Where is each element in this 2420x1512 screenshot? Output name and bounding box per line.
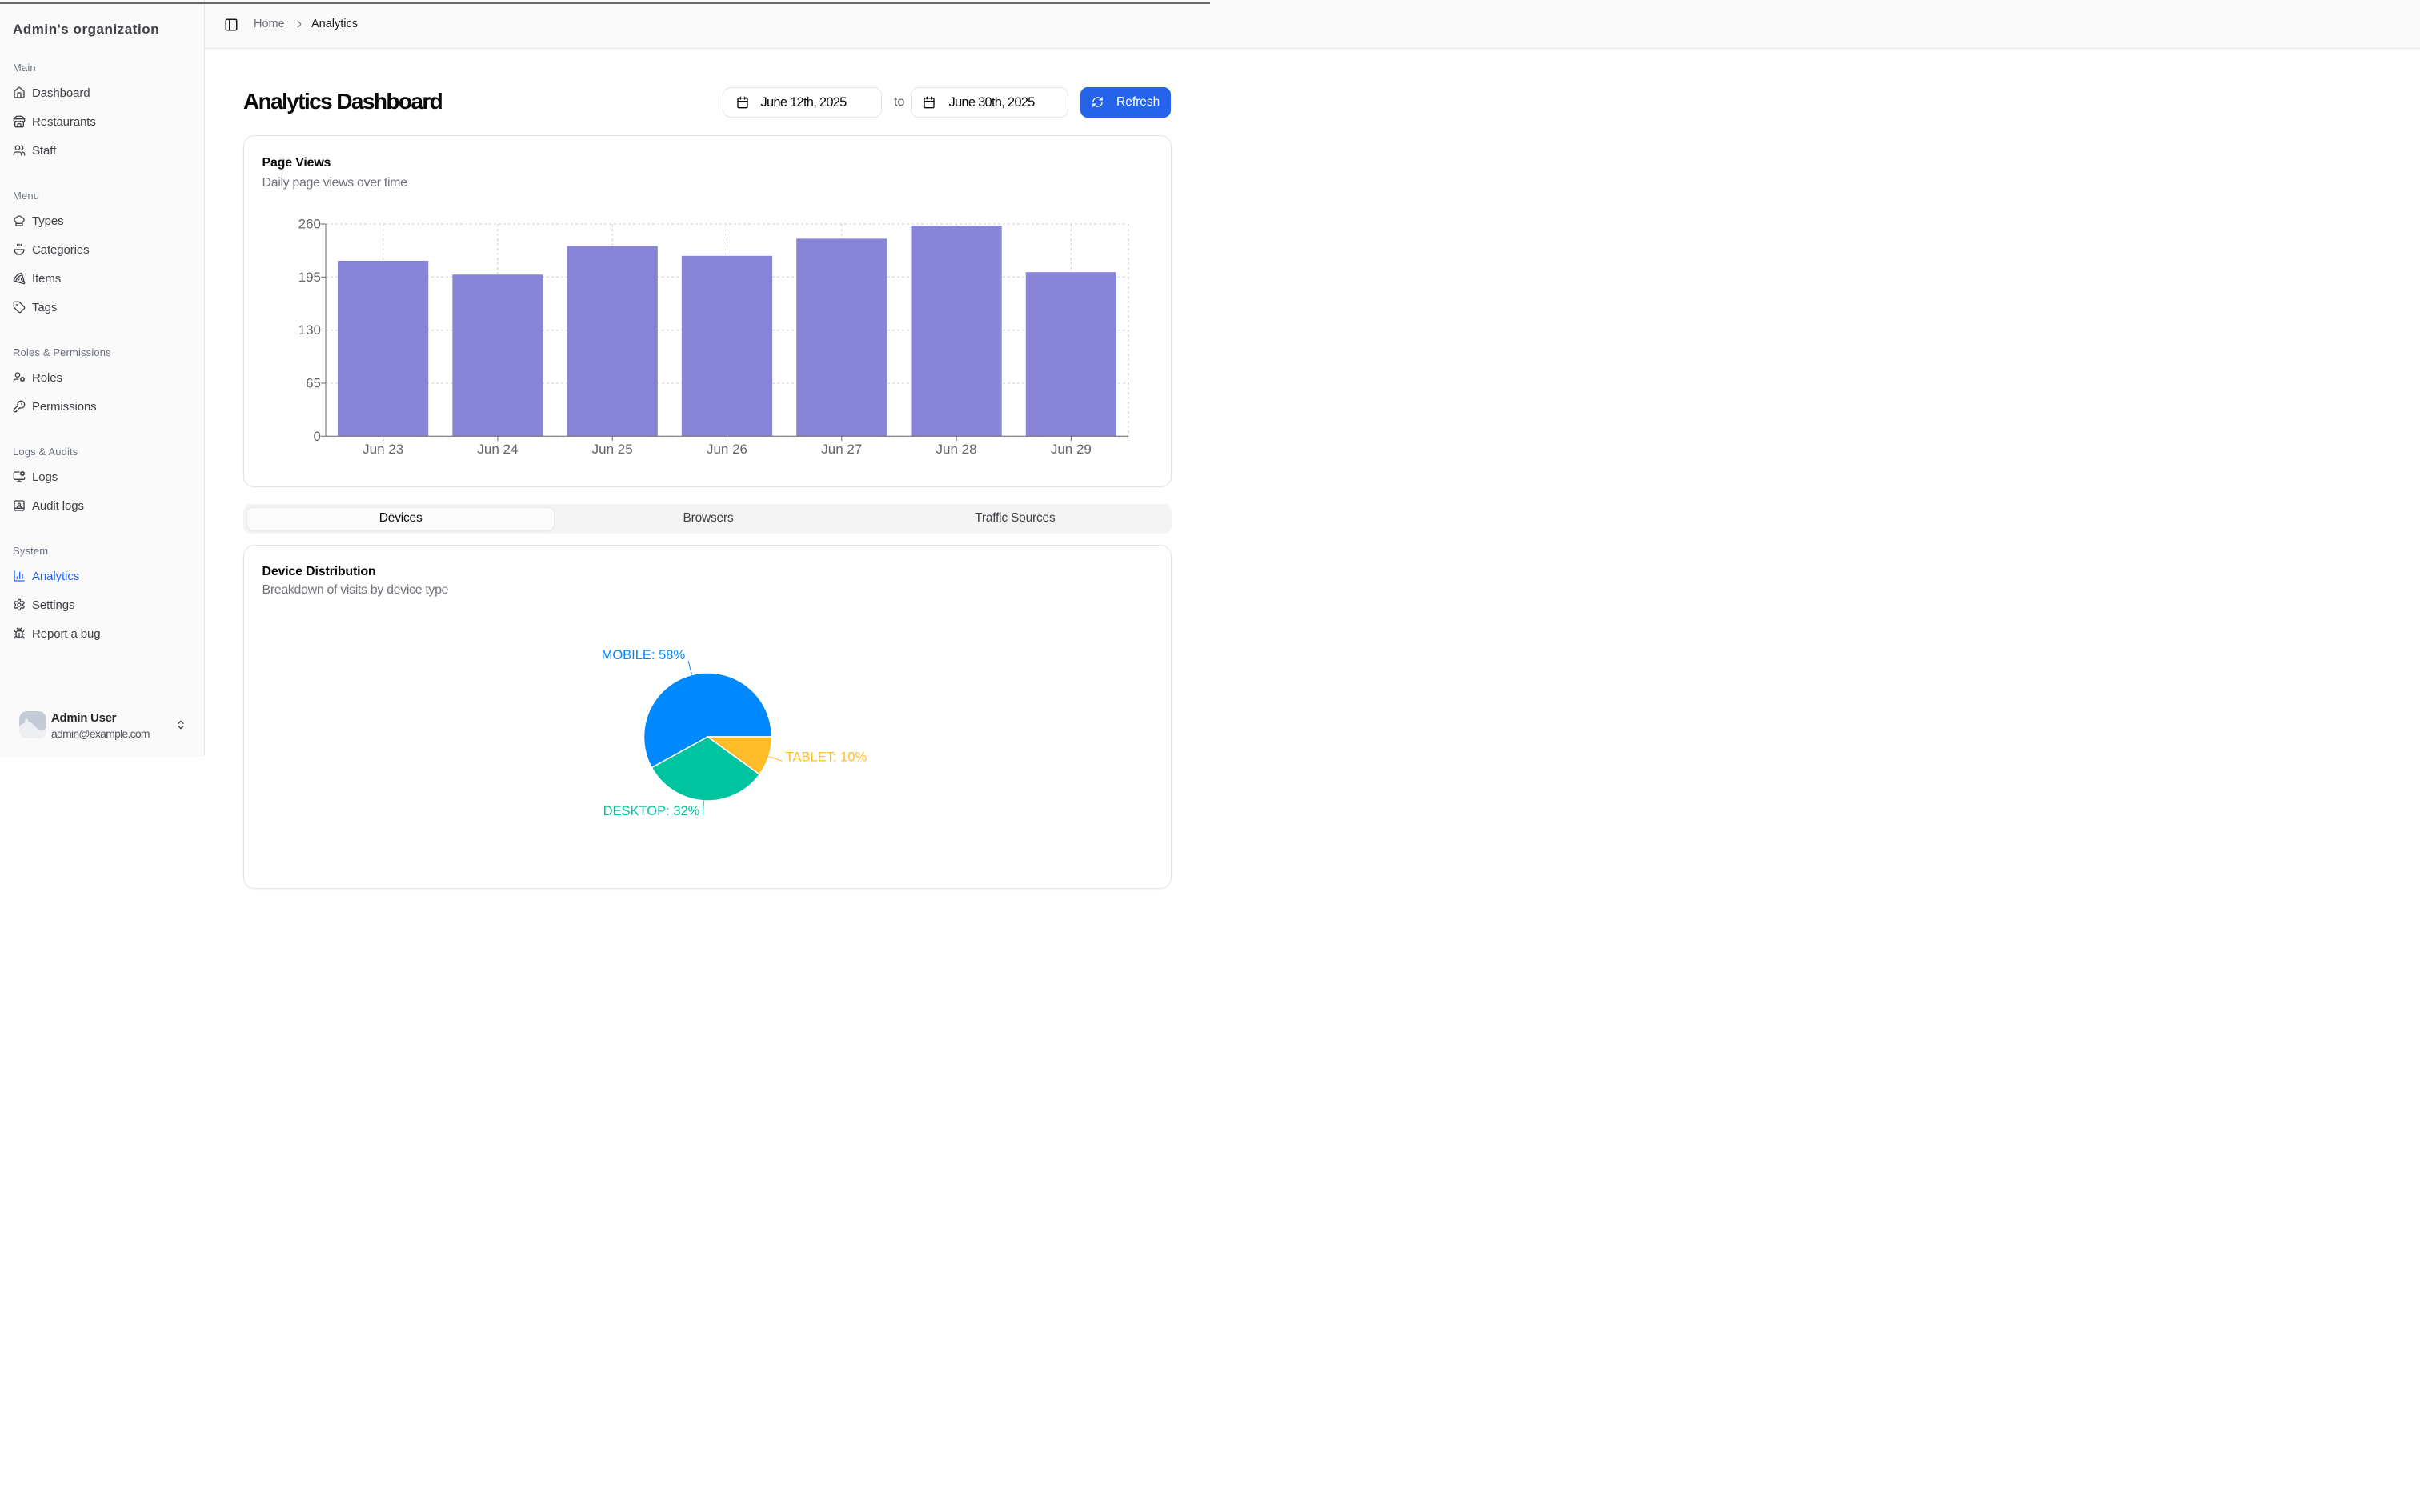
svg-text:Jun 26: Jun 26 bbox=[707, 442, 747, 457]
svg-text:Jun 28: Jun 28 bbox=[936, 442, 977, 457]
svg-text:TABLET: 10%: TABLET: 10% bbox=[786, 750, 867, 764]
svg-text:Jun 25: Jun 25 bbox=[592, 442, 633, 457]
svg-text:MOBILE: 58%: MOBILE: 58% bbox=[602, 648, 686, 662]
svg-text:Jun 27: Jun 27 bbox=[821, 442, 862, 457]
svg-text:Jun 24: Jun 24 bbox=[477, 442, 518, 457]
svg-text:260: 260 bbox=[298, 217, 321, 232]
svg-text:DESKTOP: 32%: DESKTOP: 32% bbox=[603, 804, 700, 818]
svg-text:Jun 23: Jun 23 bbox=[363, 442, 403, 457]
svg-text:0: 0 bbox=[314, 429, 321, 444]
svg-text:130: 130 bbox=[298, 322, 321, 338]
svg-text:65: 65 bbox=[306, 375, 321, 390]
svg-text:Jun 29: Jun 29 bbox=[1051, 442, 1092, 457]
svg-text:195: 195 bbox=[298, 270, 321, 285]
